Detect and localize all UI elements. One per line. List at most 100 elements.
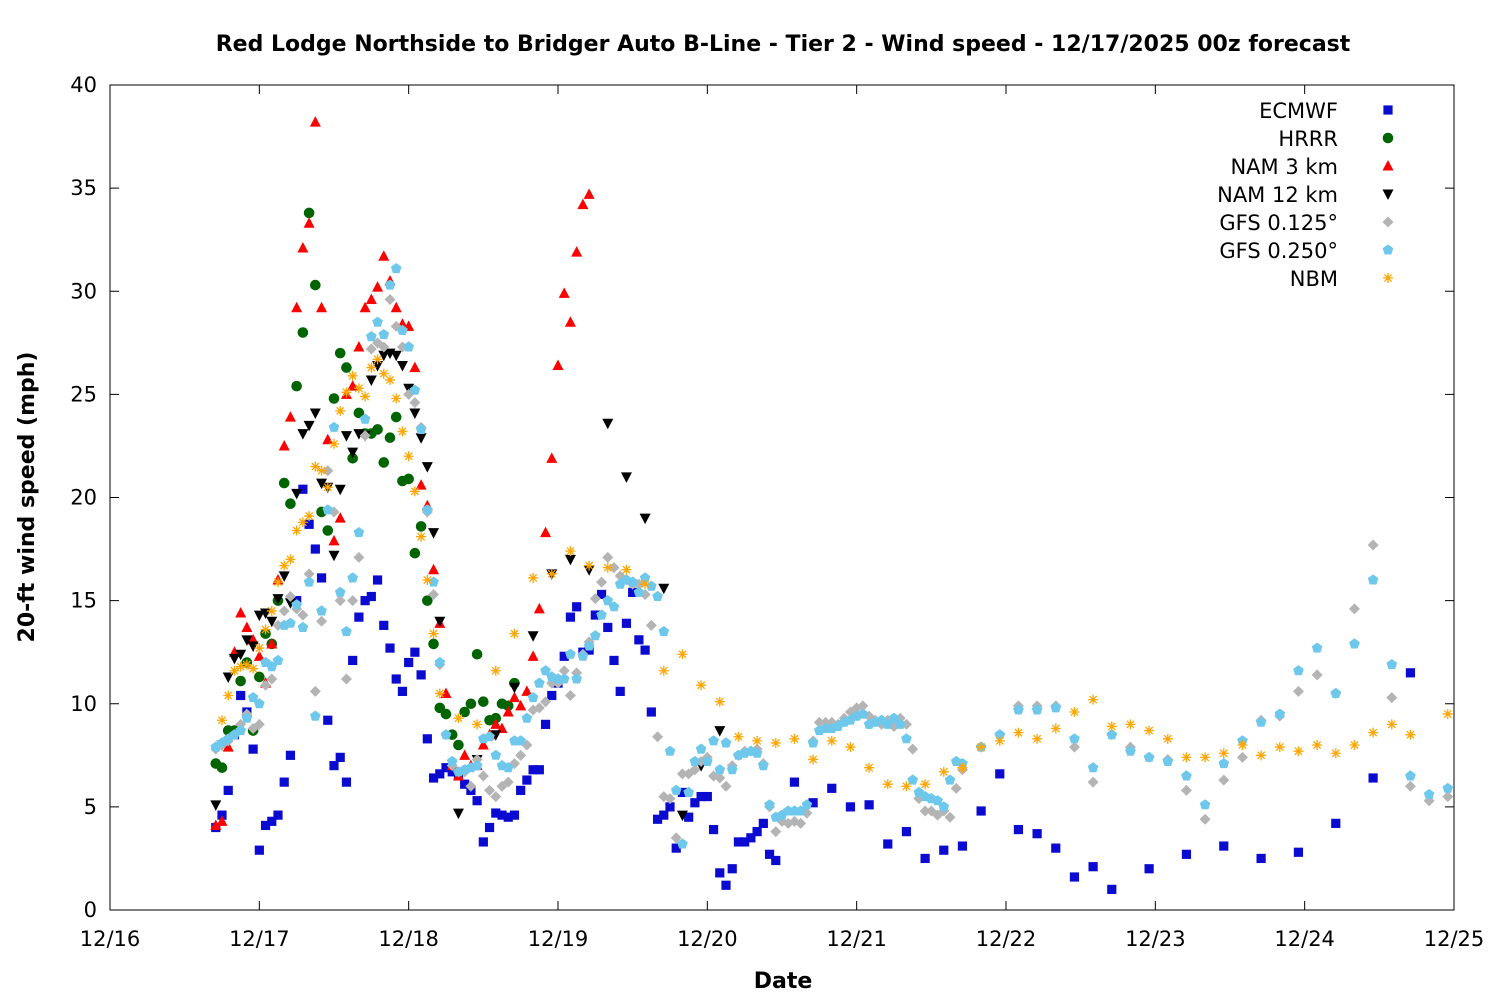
- data-point-nam-3-km: [297, 241, 309, 253]
- data-point-nam-12-km: [527, 631, 539, 642]
- data-point-nbm: [1237, 740, 1248, 750]
- data-point-nam-3-km: [515, 699, 527, 711]
- data-point-ecmwf: [764, 849, 775, 859]
- data-point-nam-3-km: [440, 687, 452, 698]
- data-point-nam-12-km: [309, 408, 321, 419]
- legend-label: ECMWF: [1259, 99, 1338, 123]
- data-point-nam-12-km: [210, 800, 222, 811]
- data-point-ecmwf: [447, 767, 457, 777]
- data-point-ecmwf: [702, 791, 712, 802]
- data-point-nam-12-km: [639, 513, 651, 525]
- data-point-gfs-0-250: [521, 712, 533, 723]
- data-point-nbm: [235, 661, 246, 672]
- data-point-ecmwf: [1032, 829, 1042, 839]
- data-point-gfs-0-250: [726, 764, 738, 775]
- data-point-gfs-0-250: [652, 590, 663, 601]
- data-point-ecmwf: [572, 602, 582, 612]
- data-point-nam-3-km: [378, 250, 390, 261]
- data-point-nbm: [864, 762, 875, 773]
- data-point-nbm: [217, 715, 227, 726]
- data-point-gfs-0-250: [291, 599, 302, 610]
- y-tick-label: 25: [70, 382, 97, 406]
- data-point-gfs-0-250: [708, 735, 719, 746]
- data-point-gfs-0-250: [378, 329, 390, 340]
- data-point-nbm: [1125, 719, 1136, 730]
- legend-marker-gfs-0-250: [1382, 244, 1394, 255]
- data-point-nbm: [1050, 723, 1061, 734]
- legend-marker-gfs-0-125: [1382, 216, 1394, 228]
- legend-label: NAM 12 km: [1217, 183, 1338, 207]
- data-point-nbm: [826, 735, 837, 746]
- data-point-gfs-0-125: [540, 696, 552, 708]
- data-point-nbm: [509, 628, 520, 639]
- data-point-gfs-0-125: [857, 700, 869, 712]
- y-tick-label: 5: [84, 795, 97, 819]
- data-point-gfs-0-250: [1162, 755, 1174, 766]
- data-point-nbm: [285, 554, 296, 565]
- data-point-ecmwf: [354, 612, 364, 622]
- data-point-nam-3-km: [502, 706, 514, 717]
- data-point-nam-3-km: [546, 452, 558, 463]
- data-point-nam-3-km: [540, 526, 552, 538]
- data-point-ecmwf: [752, 827, 762, 837]
- data-point-ecmwf: [845, 802, 856, 812]
- data-point-ecmwf: [603, 622, 613, 633]
- data-point-nam-3-km: [241, 621, 253, 632]
- data-point-gfs-0-250: [328, 421, 340, 432]
- series-gfs-0-125: [210, 294, 1454, 844]
- data-point-nbm: [546, 568, 557, 579]
- legend-label: GFS 0.125°: [1219, 211, 1338, 235]
- series-gfs-0-250: [210, 263, 1454, 849]
- data-point-gfs-0-250: [502, 762, 514, 773]
- data-point-ecmwf: [304, 519, 314, 529]
- data-point-nam-12-km: [676, 810, 688, 822]
- data-point-hrrr: [347, 453, 358, 464]
- data-point-gfs-0-250: [303, 576, 315, 587]
- legend-label: GFS 0.250°: [1219, 239, 1338, 263]
- data-point-gfs-0-125: [1442, 791, 1454, 803]
- data-point-nbm: [322, 482, 333, 493]
- data-point-nbm: [658, 665, 669, 676]
- data-point-nam-3-km: [409, 361, 421, 373]
- data-point-hrrr: [216, 762, 228, 773]
- data-point-gfs-0-125: [465, 780, 477, 792]
- data-point-nam-12-km: [452, 808, 464, 820]
- x-axis-label: Date: [754, 969, 813, 994]
- data-point-gfs-0-250: [247, 692, 259, 703]
- data-point-gfs-0-250: [1423, 788, 1435, 799]
- data-point-gfs-0-125: [484, 784, 496, 796]
- data-point-gfs-0-250: [901, 733, 912, 744]
- data-point-ecmwf: [621, 618, 632, 628]
- data-point-gfs-0-125: [303, 568, 315, 580]
- data-point-gfs-0-250: [646, 580, 657, 591]
- data-point-nbm: [938, 766, 949, 777]
- data-point-gfs-0-125: [334, 595, 346, 607]
- data-point-gfs-0-250: [409, 384, 421, 395]
- data-point-ecmwf: [721, 880, 731, 890]
- data-point-nbm: [378, 368, 389, 379]
- data-point-gfs-0-125: [533, 702, 545, 714]
- data-point-gfs-0-250: [590, 630, 601, 641]
- data-point-nam-3-km: [235, 607, 247, 618]
- data-point-nbm: [621, 564, 632, 575]
- data-point-gfs-0-250: [714, 764, 726, 775]
- data-point-nbm: [770, 737, 781, 748]
- data-point-hrrr: [390, 411, 402, 423]
- data-point-hrrr: [322, 525, 334, 536]
- data-point-nbm: [789, 733, 800, 744]
- data-point-nbm: [957, 762, 968, 773]
- data-point-nam-12-km: [434, 616, 446, 628]
- data-point-gfs-0-250: [1069, 733, 1080, 744]
- data-point-ecmwf: [740, 837, 750, 847]
- data-point-gfs-0-250: [751, 747, 763, 758]
- data-point-gfs-0-125: [1180, 784, 1192, 796]
- data-point-nbm: [353, 383, 364, 394]
- data-point-nam-12-km: [620, 472, 632, 483]
- data-point-gfs-0-125: [1236, 751, 1248, 763]
- data-point-nbm: [428, 628, 439, 639]
- data-point-nam-3-km: [216, 815, 228, 826]
- data-point-ecmwf: [366, 591, 376, 602]
- data-point-nbm: [976, 742, 987, 753]
- data-point-nam-12-km: [247, 641, 259, 652]
- data-point-hrrr: [235, 675, 246, 687]
